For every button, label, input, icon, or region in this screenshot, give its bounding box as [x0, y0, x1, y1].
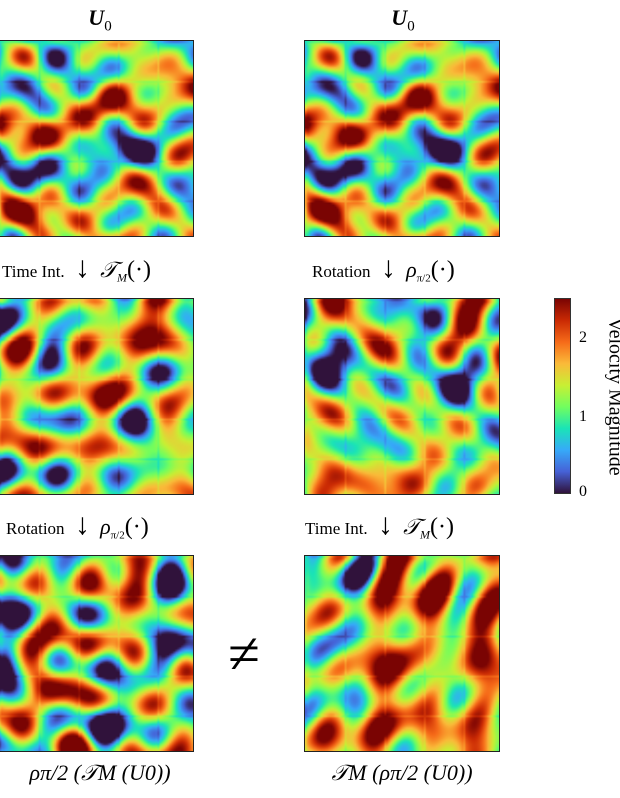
- not-equal-sign: ≠: [228, 621, 260, 686]
- caption-left: ρπ/2 (𝒯M (U0)): [29, 760, 171, 785]
- op-left-1: Time Int. ↓ 𝒯M(·): [2, 251, 152, 285]
- op-left-2: Rotation ↓ ρπ/2(·): [6, 508, 149, 542]
- arrow-down-icon: ↓: [74, 508, 90, 541]
- colorbar-tick-1: 1: [579, 408, 587, 425]
- op-right-2: Time Int. ↓ 𝒯M(·): [305, 508, 455, 542]
- op-right-1: Rotation ↓ ρπ/2(·): [312, 251, 455, 285]
- caption-right: 𝒯M (ρπ/2 (U0)): [331, 760, 473, 785]
- title-left: U0: [88, 5, 112, 35]
- title-right: U0: [391, 5, 415, 35]
- colorbar-tick-2: 2: [579, 329, 587, 346]
- field-right-initial: [304, 40, 500, 237]
- field-left-initial: [0, 40, 194, 237]
- field-right-result: [304, 555, 500, 752]
- arrow-down-icon: ↓: [380, 251, 396, 284]
- colorbar-label: Velocity Magnitude: [604, 317, 620, 476]
- colorbar: [554, 298, 571, 494]
- field-right-rotated: [304, 298, 500, 495]
- field-left-result: [0, 555, 194, 752]
- arrow-down-icon: ↓: [377, 508, 393, 541]
- arrow-down-icon: ↓: [74, 251, 90, 284]
- colorbar-tick-0: 0: [579, 483, 587, 500]
- field-left-time-integrated: [0, 298, 194, 495]
